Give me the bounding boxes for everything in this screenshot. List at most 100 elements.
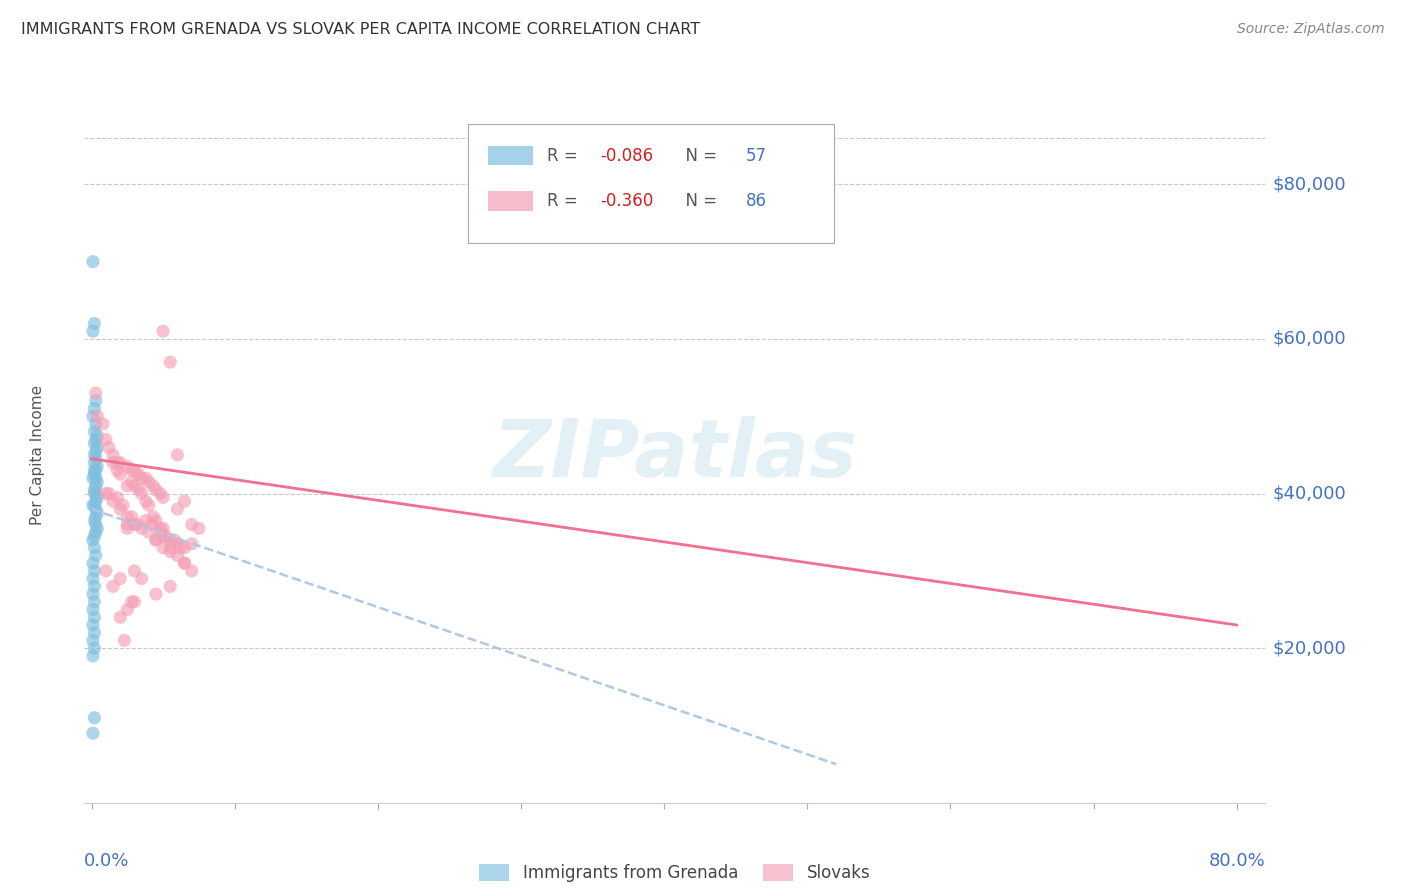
Text: -0.360: -0.360 [600,192,654,210]
Point [86,491,108,505]
Point [83,541,105,555]
Point [180,564,202,578]
Point [83,317,105,331]
Point [149,521,172,535]
Point [169,541,191,555]
Text: $80,000: $80,000 [1272,176,1346,194]
Point [82,633,104,648]
Point [111,498,134,512]
Point [84,417,107,431]
Point [124,517,146,532]
Point [163,533,186,547]
Point [117,517,139,532]
Point [124,595,146,609]
Point [83,711,105,725]
Point [86,459,108,474]
Point [124,463,146,477]
Point [121,595,143,609]
Point [121,475,143,489]
Text: N =: N = [675,192,723,210]
Point [97,440,120,454]
Point [91,417,114,431]
Text: R =: R = [547,147,583,165]
Point [155,529,177,543]
Point [83,610,105,624]
Point [86,428,108,442]
Point [82,618,104,632]
Point [83,425,105,439]
Point [108,456,131,470]
Text: $20,000: $20,000 [1272,640,1346,657]
Point [82,409,104,424]
Text: R =: R = [547,192,583,210]
Text: $40,000: $40,000 [1272,484,1346,502]
Point [82,556,104,570]
Point [84,463,107,477]
Point [117,521,139,535]
Point [83,401,105,416]
Point [82,587,104,601]
Point [82,533,104,547]
Point [105,456,128,470]
Point [108,502,131,516]
Point [83,595,105,609]
Point [83,467,105,482]
Point [84,451,107,466]
Point [121,463,143,477]
Point [84,494,107,508]
Point [152,491,174,505]
Point [84,525,107,540]
Point [84,509,107,524]
Point [83,625,105,640]
Point [84,502,107,516]
Point [83,579,105,593]
Point [108,572,131,586]
Point [82,498,104,512]
Point [82,602,104,616]
Point [84,471,107,485]
Point [131,471,153,485]
Point [180,537,202,551]
Point [173,494,195,508]
Point [86,506,108,520]
Point [83,448,105,462]
Point [145,533,167,547]
Text: IMMIGRANTS FROM GRENADA VS SLOVAK PER CAPITA INCOME CORRELATION CHART: IMMIGRANTS FROM GRENADA VS SLOVAK PER CA… [21,22,700,37]
Text: Source: ZipAtlas.com: Source: ZipAtlas.com [1237,22,1385,37]
Point [159,544,181,558]
Point [83,483,105,497]
Point [84,433,107,447]
Point [114,633,136,648]
Point [84,479,107,493]
Legend: Immigrants from Grenada, Slovaks: Immigrants from Grenada, Slovaks [472,857,877,888]
Point [117,459,139,474]
Point [84,517,107,532]
Point [84,549,107,563]
Point [84,486,107,500]
Point [83,529,105,543]
Point [101,579,124,593]
Point [86,440,108,454]
Point [138,475,160,489]
Point [152,529,174,543]
Text: ZIPatlas: ZIPatlas [492,416,858,494]
Point [94,433,117,447]
Point [108,467,131,482]
Point [173,556,195,570]
Point [83,463,105,477]
Text: -0.086: -0.086 [600,147,654,165]
Point [142,509,165,524]
Text: Per Capita Income: Per Capita Income [30,384,45,525]
Point [141,517,163,532]
Point [101,494,124,508]
Point [84,386,107,401]
Text: N =: N = [675,147,723,165]
Point [166,448,188,462]
Text: 0.0%: 0.0% [84,852,129,870]
Point [83,641,105,656]
Point [83,486,105,500]
Point [84,444,107,458]
Text: $60,000: $60,000 [1272,330,1346,348]
Point [166,537,188,551]
Point [101,456,124,470]
